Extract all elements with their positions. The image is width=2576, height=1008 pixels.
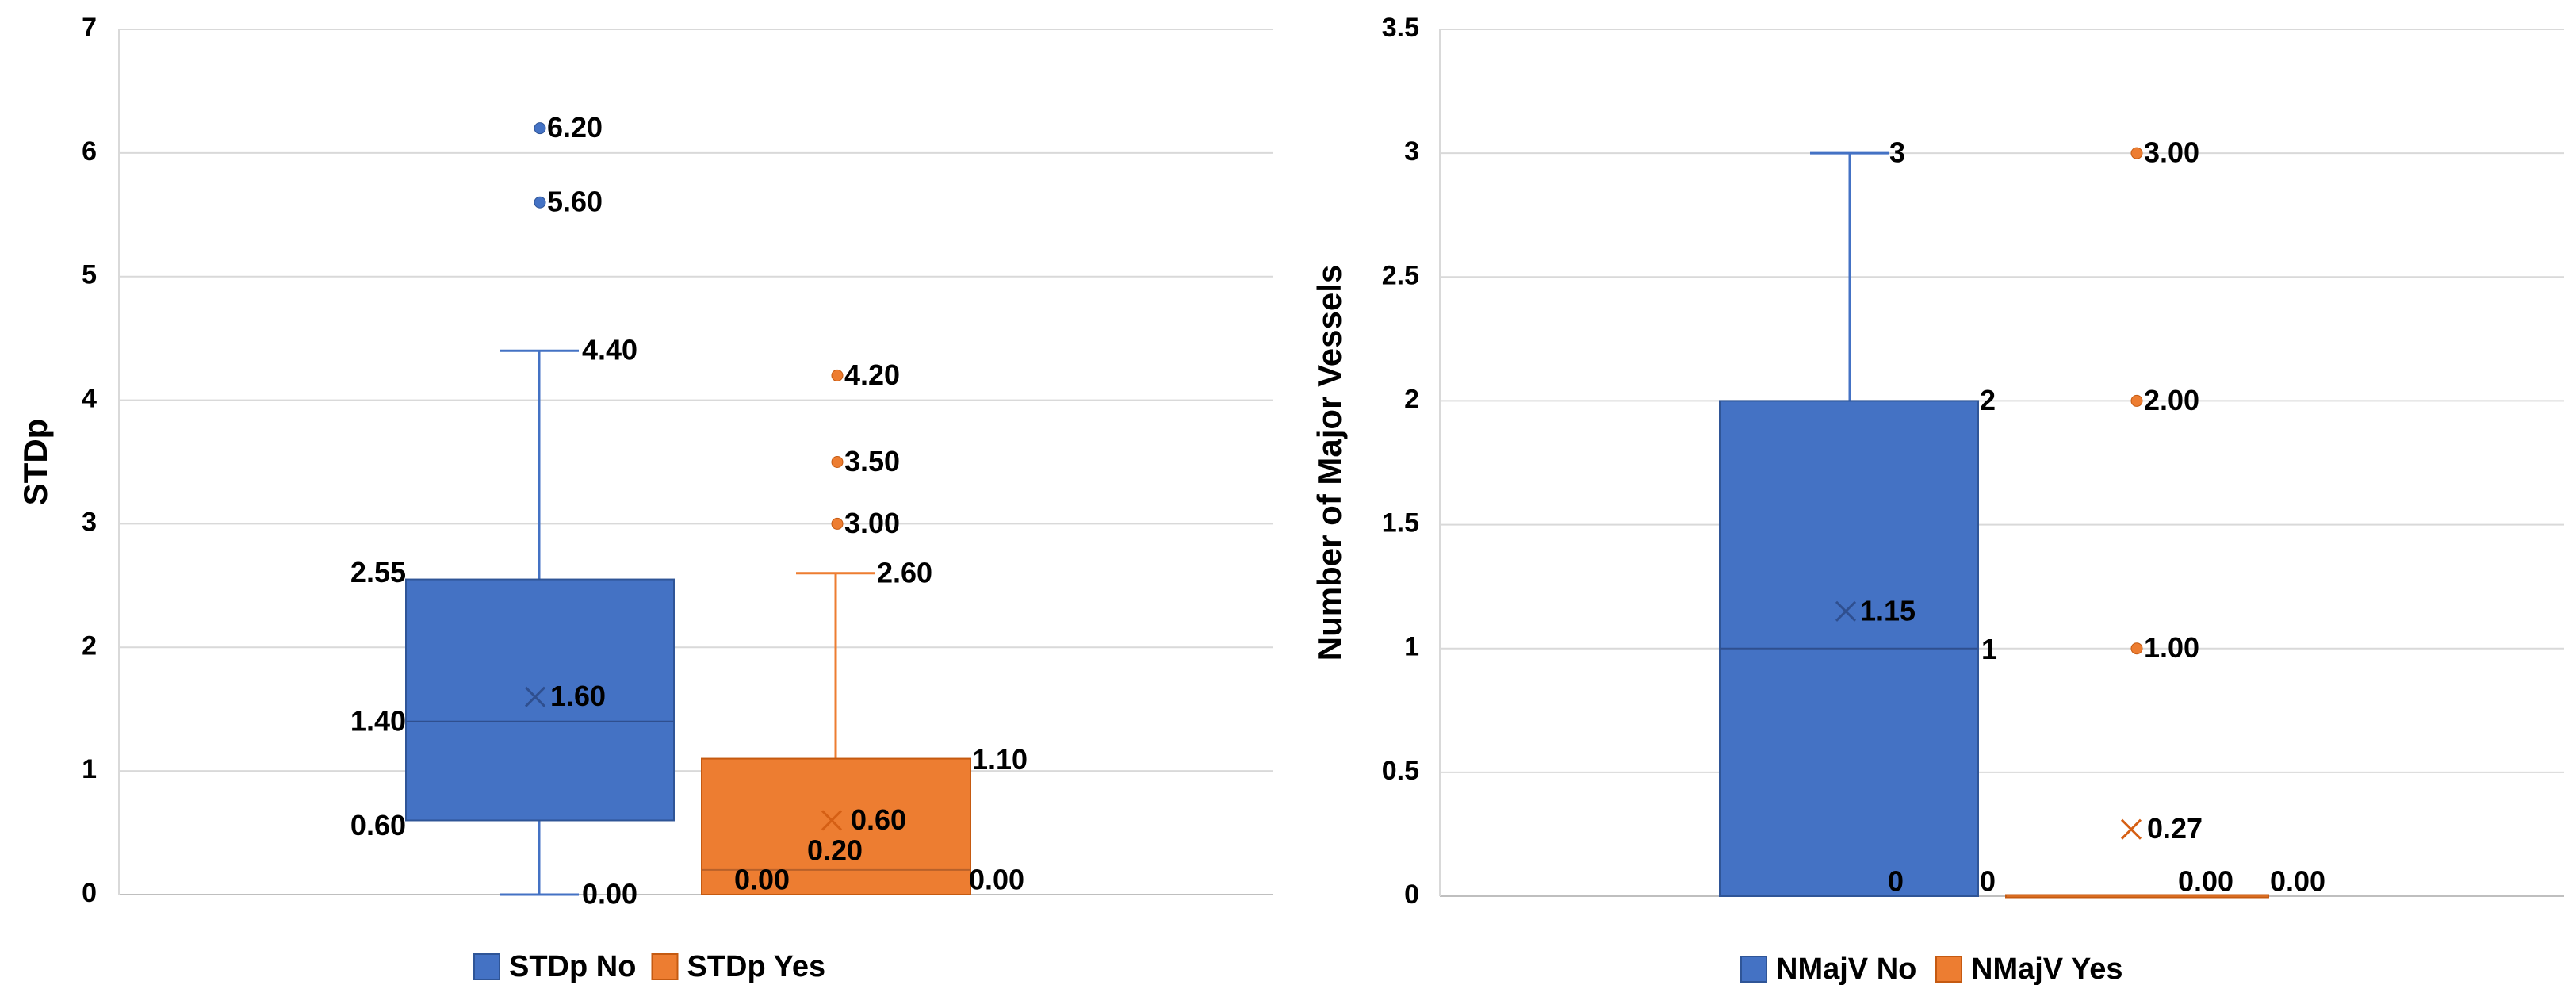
- outlier-label: 5.60: [547, 186, 603, 218]
- median-label: 0.20: [807, 834, 863, 866]
- y-axis-title: Number of Major Vessels: [1311, 265, 1348, 661]
- mean-marker: [524, 686, 546, 707]
- legend-swatch: [651, 953, 679, 980]
- outlier-label: 3.50: [844, 445, 900, 477]
- q3-label: 2.55: [350, 556, 406, 588]
- y-tick-label: 7: [82, 13, 97, 43]
- outlier-label: 1.00: [2144, 631, 2199, 664]
- median-label: 1: [1981, 633, 1997, 665]
- mean-label: 0.60: [851, 803, 906, 836]
- y-tick-label: 6: [82, 136, 97, 167]
- outlier-point: [534, 122, 546, 135]
- outlier-label: 3.00: [2144, 136, 2199, 169]
- outlier-label: 3.00: [844, 507, 900, 539]
- q1-label: 0.00: [734, 864, 790, 896]
- mean-marker: [1835, 600, 1857, 622]
- box: [2005, 894, 2269, 899]
- y-tick-label: 3: [82, 507, 97, 537]
- outlier-point: [2130, 394, 2143, 407]
- legend-label: NMajV Yes: [1971, 952, 2123, 986]
- outlier-point: [831, 369, 844, 381]
- y-axis-title: STDp: [17, 419, 54, 506]
- outlier-point: [534, 196, 546, 209]
- y-tick-label: 2: [82, 630, 97, 661]
- whisker-high-label: 3: [1889, 136, 1905, 169]
- legend-swatch: [473, 953, 500, 980]
- q1-label: 0.60: [350, 809, 406, 841]
- outlier-point: [2130, 642, 2143, 655]
- whisker-low-label: 0.00: [582, 878, 637, 910]
- legend-label: STDp Yes: [687, 950, 826, 983]
- q3-label: 2: [1980, 384, 1996, 416]
- y-tick-label: 2.5: [1382, 260, 1419, 290]
- mean-label: 1.60: [550, 680, 606, 712]
- legend-label: NMajV No: [1776, 952, 1916, 986]
- whisker-low-label: 0: [1888, 865, 1904, 898]
- legend-swatch: [1740, 956, 1767, 983]
- legend-label: STDp No: [509, 950, 636, 983]
- whisker-high-label: 2.60: [877, 556, 932, 588]
- q1-label: 0.00: [2178, 865, 2233, 898]
- y-tick-label: 0: [1404, 880, 1419, 910]
- outlier-label: 2.00: [2144, 384, 2199, 416]
- mean-label: 0.27: [2147, 812, 2203, 845]
- outlier-label: 4.20: [844, 358, 900, 391]
- legend-swatch: [1935, 956, 1962, 983]
- y-tick-label: 5: [82, 260, 97, 290]
- outlier-label: 6.20: [547, 111, 603, 144]
- whisker-low-label: 0.00: [969, 864, 1024, 896]
- q3-label: 1.10: [972, 743, 1028, 776]
- outlier-point: [2130, 147, 2143, 159]
- box: [701, 757, 971, 895]
- y-tick-label: 3.5: [1382, 13, 1419, 43]
- q1-label: 0: [1980, 865, 1996, 898]
- outlier-point: [831, 456, 844, 468]
- mean-marker: [2120, 818, 2142, 840]
- y-tick-label: 1.5: [1382, 508, 1419, 538]
- y-tick-label: 4: [82, 384, 97, 414]
- y-tick-label: 1: [1404, 632, 1419, 662]
- y-tick-label: 1: [82, 754, 97, 784]
- y-tick-label: 0: [82, 878, 97, 908]
- y-tick-label: 0.5: [1382, 756, 1419, 786]
- y-tick-label: 3: [1404, 136, 1419, 167]
- mean-label: 1.15: [1860, 594, 1916, 627]
- outlier-point: [831, 517, 844, 530]
- q3-label: 0.00: [2270, 865, 2325, 898]
- median-label: 1.40: [350, 704, 406, 737]
- whisker-high-label: 4.40: [582, 334, 637, 366]
- mean-marker: [821, 810, 843, 831]
- y-tick-label: 2: [1404, 384, 1419, 414]
